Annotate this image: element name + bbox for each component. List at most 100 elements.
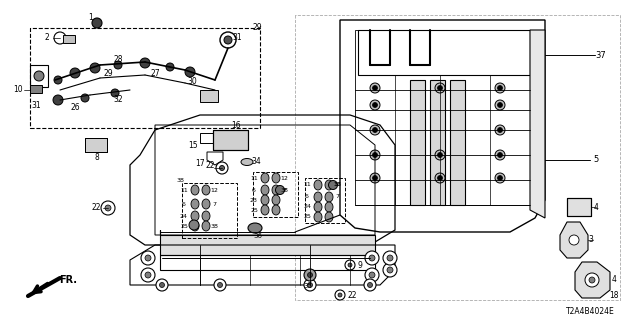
Text: 15: 15 [188, 140, 198, 149]
Bar [567, 198, 591, 216]
Text: 25: 25 [180, 223, 188, 228]
Text: 38: 38 [280, 188, 288, 193]
Text: 38: 38 [176, 178, 184, 182]
Text: 28: 28 [113, 55, 123, 65]
Circle shape [435, 83, 445, 93]
Polygon shape [160, 230, 375, 255]
Circle shape [220, 32, 236, 48]
Text: 25: 25 [303, 214, 311, 220]
Circle shape [497, 102, 502, 108]
Circle shape [372, 175, 378, 180]
Circle shape [70, 68, 80, 78]
Text: 38: 38 [210, 223, 218, 228]
Circle shape [365, 251, 379, 265]
Text: 3: 3 [589, 236, 593, 244]
Text: 30: 30 [187, 77, 197, 86]
Ellipse shape [275, 186, 285, 195]
Bar [253, 172, 298, 217]
Polygon shape [575, 262, 610, 298]
Ellipse shape [241, 158, 253, 165]
Circle shape [92, 18, 102, 28]
Text: 12: 12 [280, 175, 288, 180]
Ellipse shape [272, 173, 280, 183]
Circle shape [495, 83, 505, 93]
Text: 8: 8 [95, 154, 99, 163]
Circle shape [370, 173, 380, 183]
Circle shape [101, 201, 115, 215]
Circle shape [224, 36, 232, 44]
Circle shape [387, 255, 393, 261]
Text: 34: 34 [251, 157, 261, 166]
Ellipse shape [325, 180, 333, 190]
Bar [85, 138, 107, 152]
Ellipse shape [314, 192, 322, 202]
Circle shape [495, 100, 505, 110]
Bar [30, 65, 48, 87]
Text: 31: 31 [232, 33, 242, 42]
Ellipse shape [272, 195, 280, 205]
Ellipse shape [261, 185, 269, 195]
Circle shape [497, 85, 502, 91]
Ellipse shape [325, 202, 333, 212]
Circle shape [189, 220, 199, 230]
Circle shape [54, 76, 62, 84]
Text: 24: 24 [303, 204, 311, 210]
Text: 37: 37 [596, 51, 606, 60]
Ellipse shape [328, 180, 337, 189]
Circle shape [438, 153, 442, 157]
Text: 12: 12 [210, 188, 218, 193]
Text: 12: 12 [333, 182, 341, 188]
Circle shape [495, 125, 505, 135]
Bar [85, 138, 107, 152]
Text: 22: 22 [348, 291, 356, 300]
Ellipse shape [261, 195, 269, 205]
Polygon shape [450, 80, 465, 205]
Text: 18: 18 [609, 291, 619, 300]
Text: 6: 6 [305, 195, 309, 199]
Text: 26: 26 [70, 103, 80, 113]
Text: 7: 7 [335, 195, 339, 199]
Text: 27: 27 [150, 68, 160, 77]
Circle shape [338, 293, 342, 297]
Circle shape [111, 89, 119, 97]
Circle shape [365, 268, 379, 282]
Circle shape [383, 251, 397, 265]
Circle shape [369, 255, 375, 261]
Circle shape [114, 61, 122, 69]
Bar [30, 28, 260, 128]
Text: 7: 7 [212, 202, 216, 206]
Ellipse shape [202, 199, 210, 209]
Circle shape [216, 162, 228, 174]
Text: 7: 7 [282, 188, 286, 193]
Ellipse shape [314, 212, 322, 222]
Text: 9: 9 [358, 260, 362, 269]
Ellipse shape [191, 221, 199, 231]
Text: 32: 32 [113, 95, 123, 105]
Text: T2A4B4024E: T2A4B4024E [566, 308, 614, 316]
Text: 6: 6 [182, 202, 186, 206]
Circle shape [438, 175, 442, 180]
Circle shape [145, 255, 151, 261]
Circle shape [348, 263, 352, 267]
Circle shape [307, 273, 312, 277]
Circle shape [435, 150, 445, 160]
Circle shape [304, 279, 316, 291]
Circle shape [495, 173, 505, 183]
Circle shape [372, 85, 378, 91]
Polygon shape [560, 222, 588, 258]
Circle shape [497, 153, 502, 157]
Circle shape [497, 175, 502, 180]
Ellipse shape [325, 192, 333, 202]
Text: 31: 31 [31, 100, 41, 109]
Circle shape [81, 94, 89, 102]
Circle shape [372, 127, 378, 132]
Polygon shape [430, 80, 445, 205]
Text: 23: 23 [250, 197, 258, 203]
Ellipse shape [191, 185, 199, 195]
Circle shape [141, 268, 155, 282]
Ellipse shape [261, 173, 269, 183]
Circle shape [370, 100, 380, 110]
Ellipse shape [325, 212, 333, 222]
Circle shape [218, 283, 223, 287]
Polygon shape [410, 80, 425, 205]
